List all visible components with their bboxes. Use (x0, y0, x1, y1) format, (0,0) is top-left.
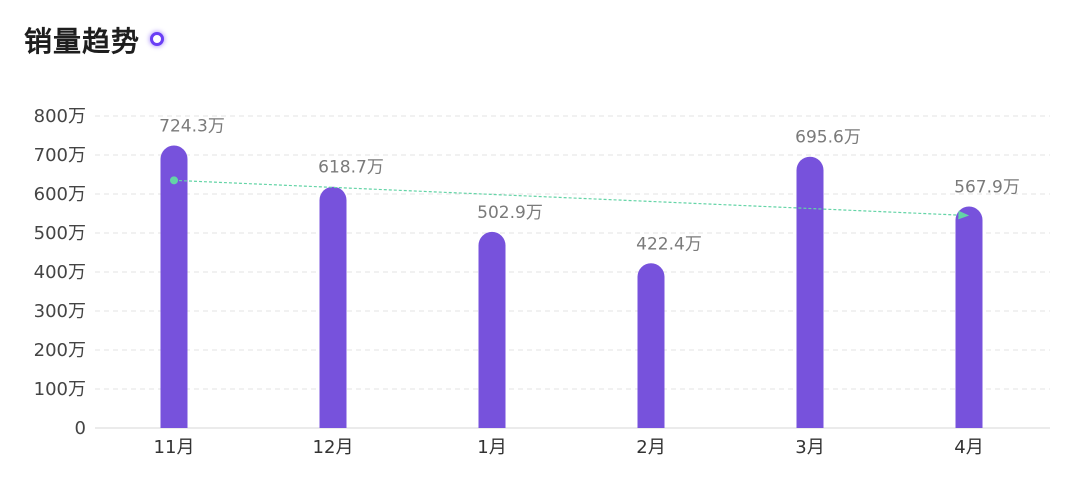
x-tick-label: 11月 (154, 437, 195, 458)
x-tick-label: 3月 (795, 437, 824, 458)
y-tick-label: 300万 (34, 301, 86, 322)
trend-line (170, 176, 970, 220)
data-labels: 724.3万 618.7万 502.9万 422.4万 695.6万 567.9万 (159, 117, 1020, 255)
x-tick-label: 2月 (636, 437, 665, 458)
data-label: 422.4万 (636, 234, 702, 254)
bar (319, 186, 347, 428)
bar (637, 263, 665, 428)
x-axis-ticks: 11月 12月 1月 2月 3月 4月 (154, 437, 984, 458)
y-tick-label: 0 (75, 418, 86, 439)
data-label: 567.9万 (954, 178, 1020, 198)
chart-title: 销量趋势 (24, 25, 141, 58)
y-tick-label: 600万 (34, 184, 86, 205)
data-label: 502.9万 (477, 203, 543, 223)
y-tick-label: 700万 (34, 145, 86, 166)
data-label: 724.3万 (159, 117, 225, 137)
bars (160, 145, 983, 428)
y-tick-label: 800万 (34, 106, 86, 127)
gridlines (95, 115, 1050, 429)
x-tick-label: 4月 (954, 437, 983, 458)
y-tick-label: 100万 (34, 379, 86, 400)
x-tick-label: 12月 (313, 437, 354, 458)
y-tick-label: 200万 (34, 340, 86, 361)
bar (160, 145, 188, 428)
x-tick-label: 1月 (477, 437, 506, 458)
title-indicator-dot (150, 32, 165, 46)
y-tick-label: 500万 (34, 223, 86, 244)
y-tick-label: 400万 (34, 262, 86, 283)
bar (796, 156, 824, 428)
data-label: 618.7万 (318, 158, 384, 178)
bar (478, 231, 506, 428)
data-label: 695.6万 (795, 128, 861, 148)
y-axis-ticks: 0 100万 200万 300万 400万 500万 600万 700万 800万 (34, 106, 86, 439)
trend-line-path (173, 179, 970, 220)
trend-start-point (170, 176, 178, 185)
bar (955, 206, 983, 428)
chart-header: 销量趋势 (24, 22, 165, 62)
